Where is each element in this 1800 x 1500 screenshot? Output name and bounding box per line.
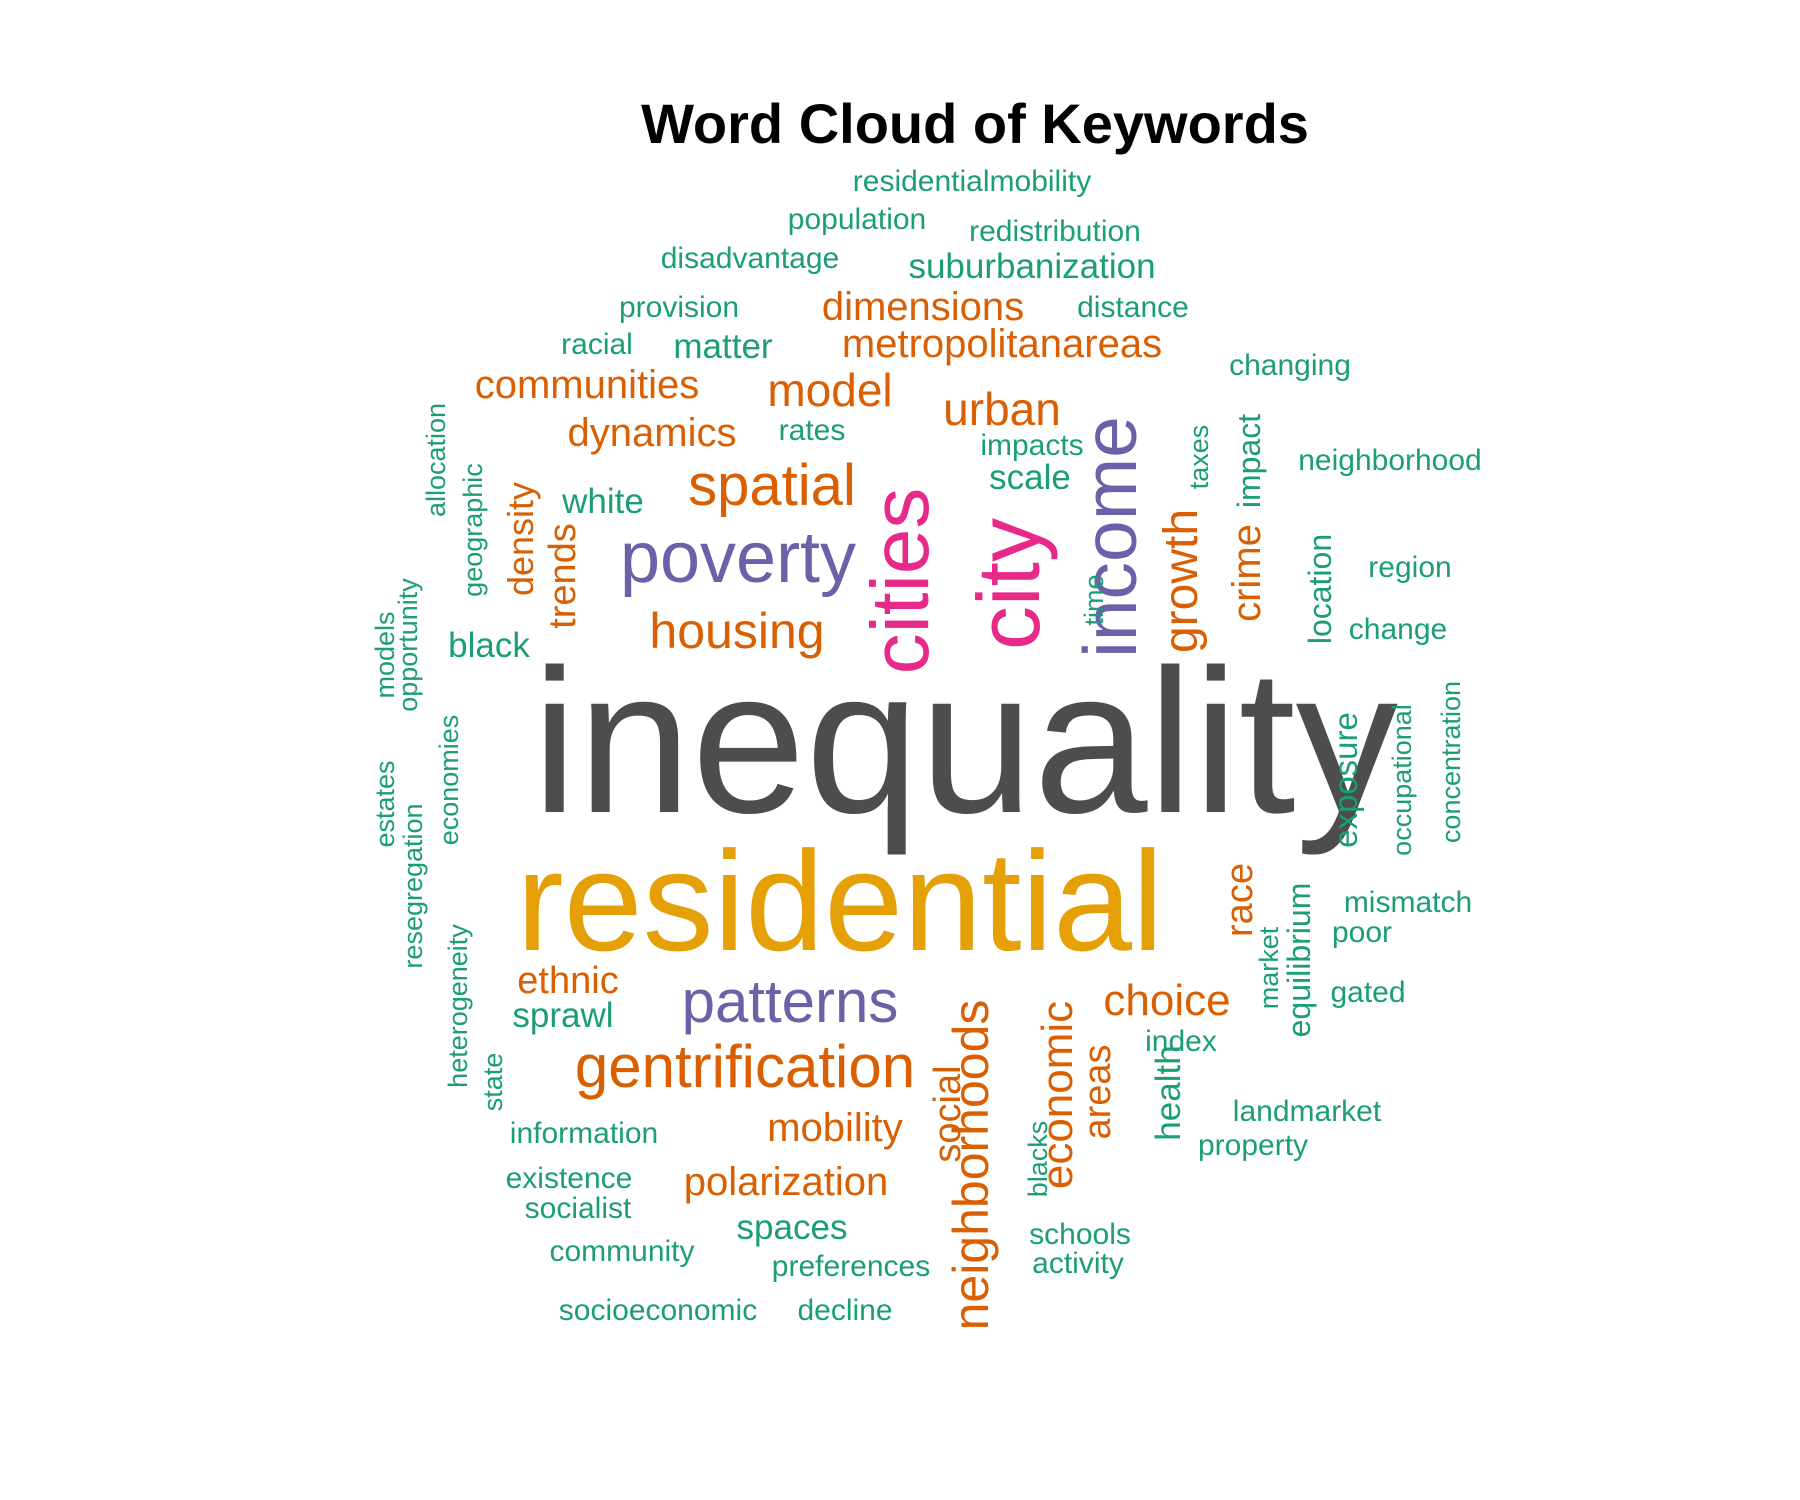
word-exposure: exposure — [1327, 712, 1364, 848]
word-sprawl: sprawl — [512, 996, 613, 1035]
word-impacts: impacts — [980, 429, 1083, 462]
word-trends: trends — [542, 523, 584, 629]
word-neighborhoods: neighborhoods — [943, 1000, 999, 1331]
word-race: race — [1219, 863, 1261, 937]
chart-title: Word Cloud of Keywords — [641, 92, 1309, 155]
word-change: change — [1349, 613, 1447, 646]
word-disadvantage: disadvantage — [661, 242, 839, 275]
word-city: city — [959, 518, 1058, 650]
word-gated: gated — [1330, 976, 1405, 1009]
word-economic: economic — [1033, 1001, 1082, 1189]
word-spatial: spatial — [688, 453, 856, 518]
word-location: location — [1302, 534, 1338, 644]
word-choice: choice — [1103, 976, 1230, 1025]
word-state: state — [478, 1053, 508, 1112]
word-areas: areas — [1077, 1044, 1119, 1139]
word-region: region — [1368, 551, 1451, 584]
word-patterns: patterns — [682, 968, 899, 1035]
word-allocation: allocation — [421, 403, 451, 517]
word-provision: provision — [619, 291, 739, 324]
word-preferences: preferences — [772, 1250, 930, 1283]
word-market: market — [1254, 926, 1284, 1009]
word-crime: crime — [1225, 524, 1269, 622]
word-geographic: geographic — [458, 463, 488, 597]
word-occupational: occupational — [1387, 704, 1417, 856]
word-socioeconomic: socioeconomic — [559, 1294, 757, 1327]
word-activity: activity — [1032, 1247, 1124, 1280]
word-growth: growth — [1155, 509, 1208, 653]
word-gentrification: gentrification — [575, 1033, 915, 1100]
word-ethnic: ethnic — [517, 960, 618, 1002]
word-social: social — [927, 1065, 969, 1162]
word-resegregation: resegregation — [398, 803, 428, 968]
word-information: information — [510, 1117, 658, 1150]
word-community: community — [549, 1235, 694, 1268]
word-blacks: blacks — [1023, 1121, 1053, 1198]
word-metropolitanareas: metropolitanareas — [842, 322, 1162, 366]
word-mobility: mobility — [767, 1106, 903, 1150]
word-socialist: socialist — [525, 1192, 632, 1225]
word-changing: changing — [1229, 349, 1351, 382]
word-population: population — [788, 203, 926, 236]
word-index: index — [1145, 1025, 1217, 1058]
word-estates: estates — [370, 760, 400, 847]
word-models: models — [370, 611, 400, 698]
word-neighborhood: neighborhood — [1298, 444, 1482, 477]
word-schools: schools — [1029, 1218, 1131, 1251]
word-decline: decline — [797, 1294, 892, 1327]
word-scale: scale — [989, 458, 1071, 497]
word-existence: existence — [506, 1162, 633, 1195]
word-health: health — [1149, 1045, 1188, 1140]
word-residential: residential — [516, 822, 1163, 981]
word-dynamics: dynamics — [568, 411, 737, 455]
word-mismatch: mismatch — [1344, 886, 1472, 919]
word-impact: impact — [1231, 414, 1267, 508]
word-opportunity: opportunity — [393, 578, 423, 712]
word-dimensions: dimensions — [822, 285, 1024, 329]
word-urban: urban — [943, 383, 1061, 435]
word-white: white — [561, 482, 644, 521]
word-cities: cities — [855, 488, 946, 675]
word-density: density — [500, 482, 541, 596]
word-taxes: taxes — [1184, 425, 1214, 490]
word-housing: housing — [649, 603, 824, 659]
word-communities: communities — [475, 363, 700, 407]
word-matter: matter — [673, 327, 773, 366]
word-equilibrium: equilibrium — [1281, 883, 1317, 1038]
word-polarization: polarization — [684, 1160, 889, 1204]
word-residentialmobility: residentialmobility — [853, 165, 1091, 198]
word-income: income — [1068, 416, 1152, 658]
word-landmarket: landmarket — [1233, 1095, 1382, 1128]
word-rates: rates — [779, 414, 846, 447]
word-distance: distance — [1077, 291, 1189, 324]
word-spaces: spaces — [737, 1208, 848, 1247]
word-poverty: poverty — [620, 518, 856, 598]
word-property: property — [1198, 1129, 1308, 1162]
word-black: black — [448, 626, 530, 665]
word-concentration: concentration — [1436, 681, 1466, 843]
word-suburbanization: suburbanization — [908, 247, 1155, 286]
word-model: model — [767, 364, 892, 416]
word-inequality: inequality — [532, 627, 1399, 856]
word-racial: racial — [561, 328, 633, 361]
word-time: time — [1079, 574, 1109, 625]
word-redistribution: redistribution — [969, 215, 1141, 248]
word-heterogeneity: heterogeneity — [443, 924, 473, 1088]
word-economies: economies — [434, 715, 464, 846]
word-poor: poor — [1332, 916, 1392, 949]
